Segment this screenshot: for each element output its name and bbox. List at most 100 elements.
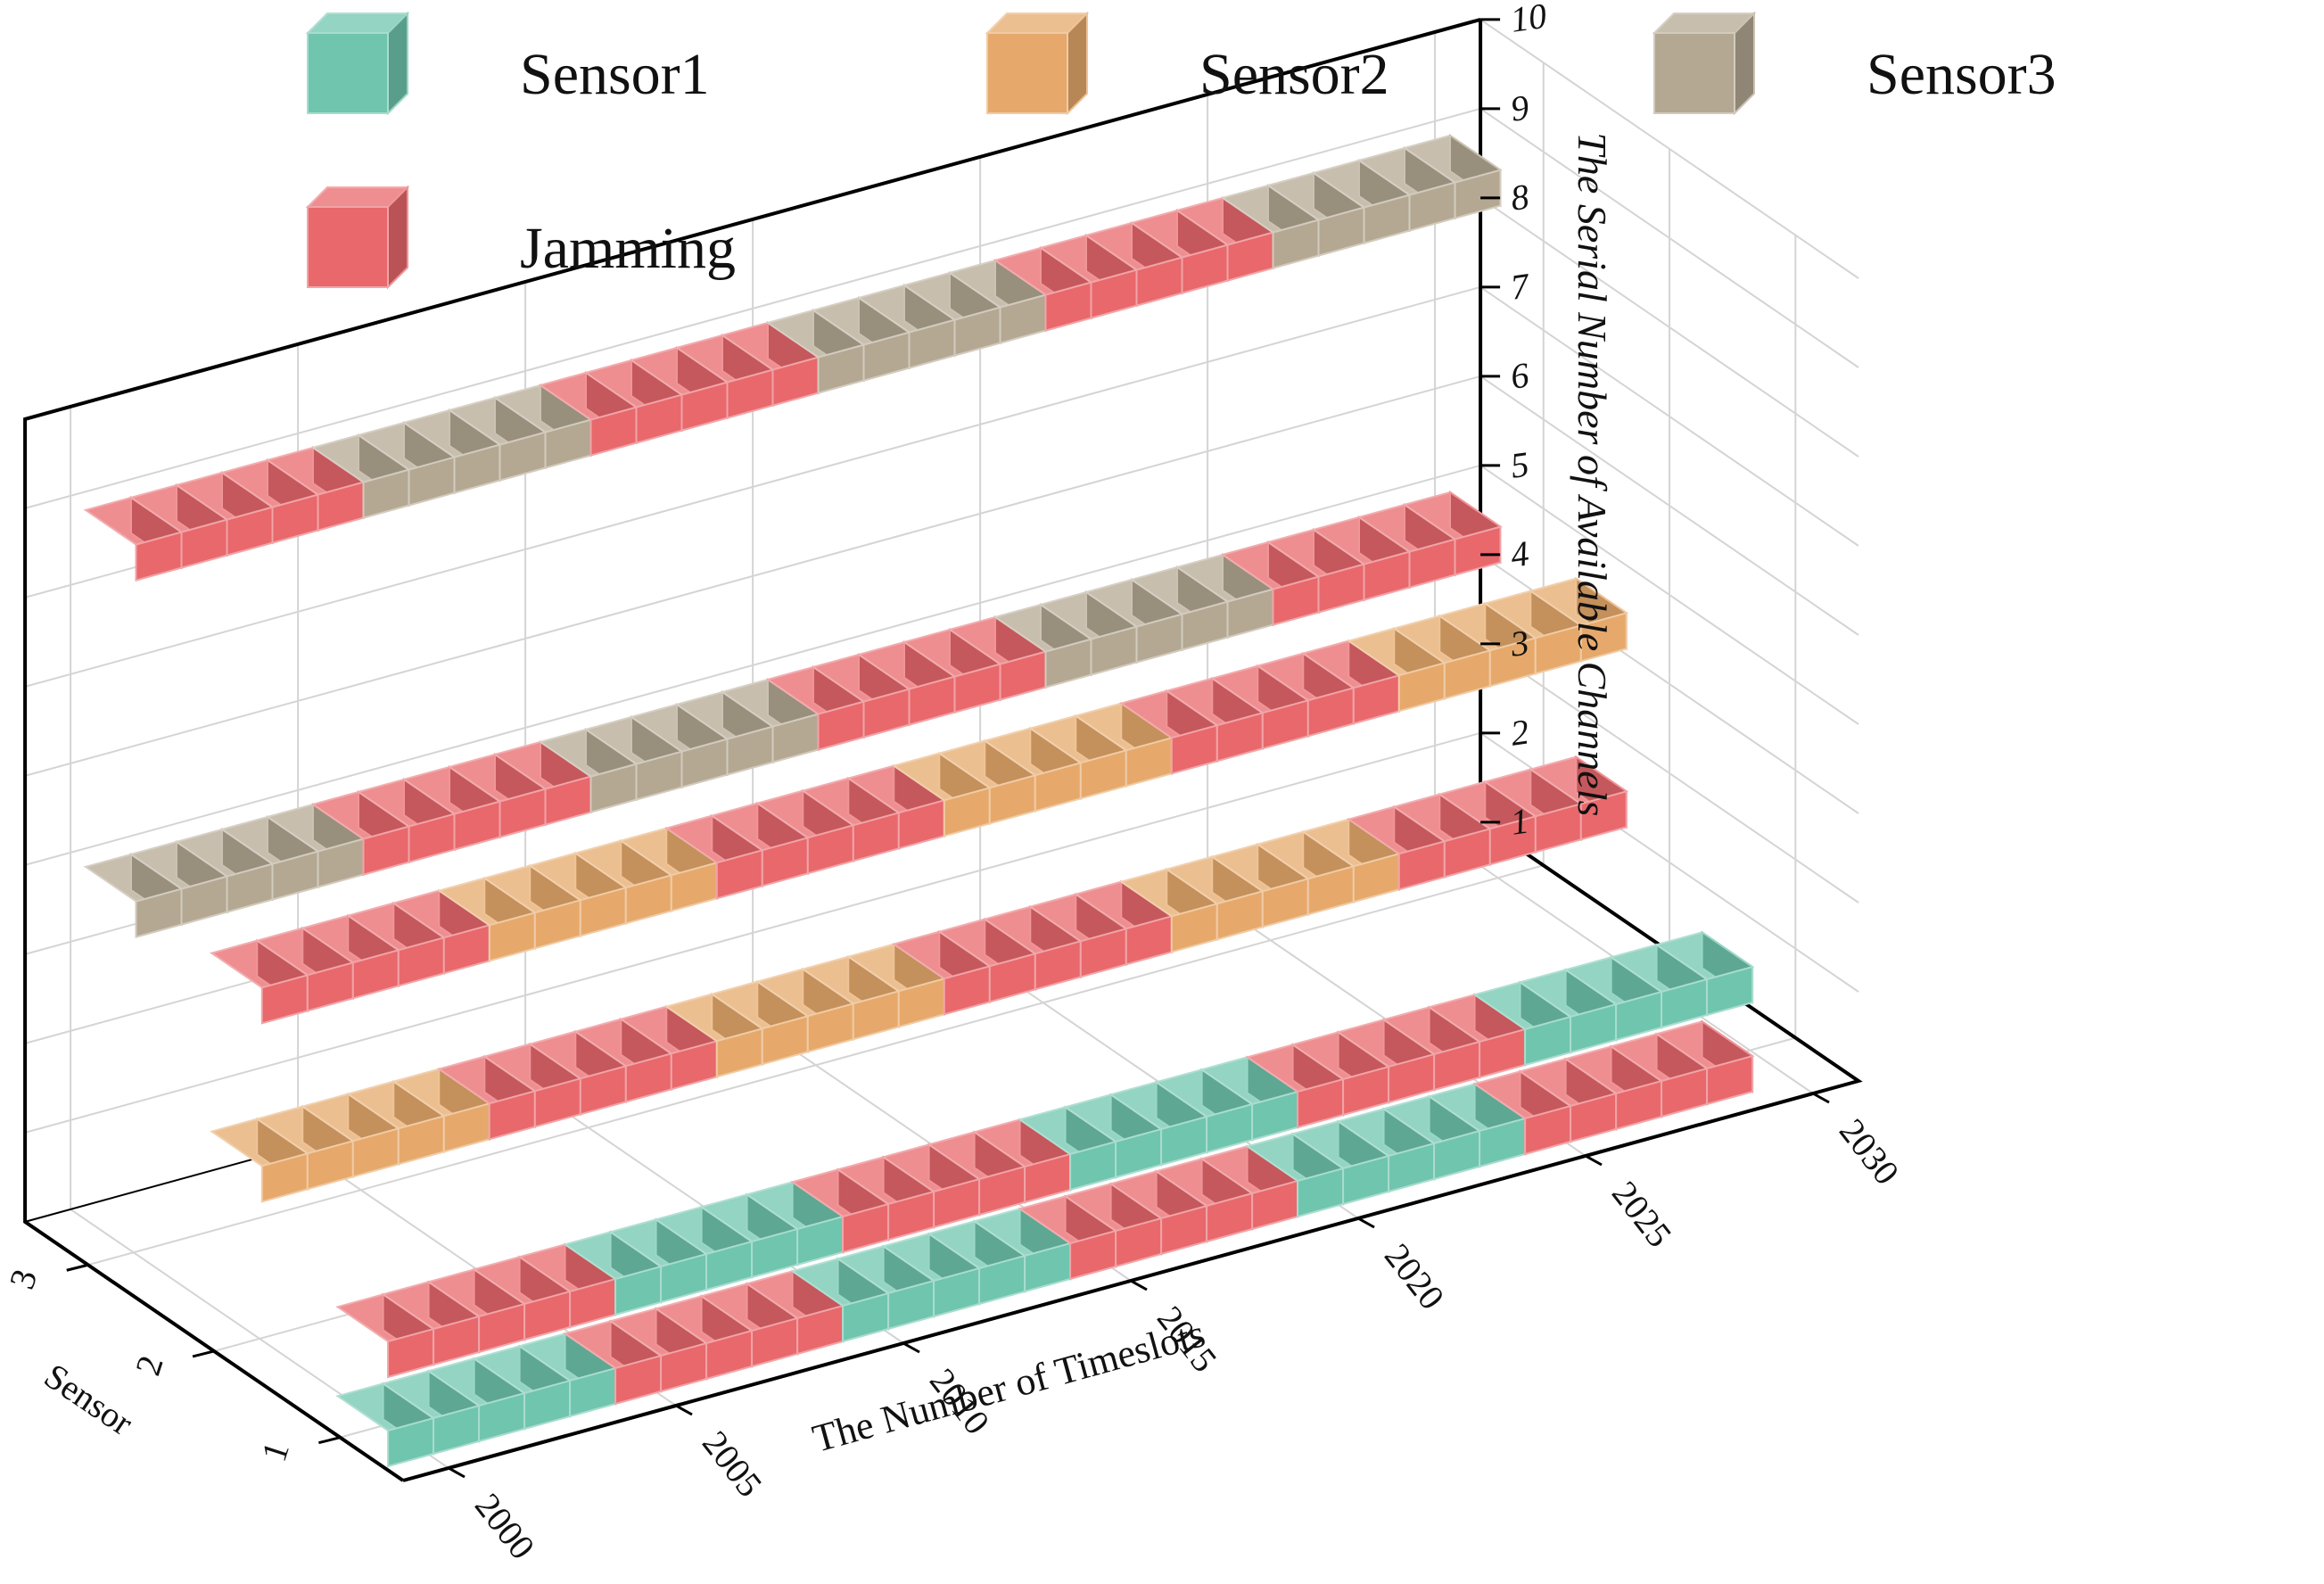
x-tick-mark [675,1404,693,1416]
cube-jamming [618,1004,720,1091]
x-tick-label: 2020 [1377,1236,1453,1317]
cube-sensor2 [982,726,1084,813]
legend-label: Sensor3 [1867,42,2056,107]
cube-sensor1 [563,1230,663,1316]
cube-jamming [1437,780,1538,866]
legend-item-sensor3: Sensor3 [1652,11,2056,116]
cube-sensor3 [947,259,1048,344]
cube-jamming [563,1319,663,1406]
cube-sensor1 [790,1257,891,1343]
cube-jamming [811,653,911,738]
cube-sensor2 [936,738,1038,825]
cube-sensor2 [436,876,538,962]
cube-front [1706,965,1754,1017]
cube-sensor3 [447,396,548,482]
cube-sensor2 [1391,614,1493,700]
legend-label: Sensor2 [1199,42,1389,107]
z-tick-label: 2 [1508,711,1531,753]
bars [83,134,1755,1468]
z-tick-label: 6 [1508,354,1531,396]
cube-sensor3 [1356,146,1457,232]
cube-jamming [754,788,856,875]
z-tick-label: 7 [1508,265,1533,308]
cube-sensor1 [1108,1080,1209,1167]
cube-jamming [836,1155,936,1242]
y-tick-label: 2 [128,1350,171,1380]
cube-jamming [845,763,947,850]
cube-sensor2 [754,967,856,1053]
cube-sensor1 [1290,1119,1391,1206]
cube-front [1454,169,1502,219]
cube-sensor1 [1654,930,1755,1017]
cube-jamming [128,483,229,569]
cube-jamming [891,929,993,1016]
cube-jamming [1063,1182,1164,1268]
cube-jamming [356,778,457,863]
cube-sensor1 [517,1332,618,1418]
cube-sensor1 [1563,955,1664,1042]
cube-jamming [345,901,447,987]
cube-sensor1 [1518,968,1619,1054]
cube-jamming [790,1167,891,1254]
cube-jamming [1528,755,1629,841]
cube-sensor2 [1437,601,1538,688]
cube-jamming [219,458,320,544]
x-tick-label: 2005 [695,1423,771,1505]
x-tick-mark [902,1341,920,1354]
cube-jamming [1311,516,1412,601]
legend-item-sensor1: Sensor1 [305,11,710,116]
cube-jamming [1518,1057,1619,1143]
cube-sensor3 [1402,134,1503,219]
z-tick-label: 8 [1508,176,1531,218]
cube-jamming [1118,689,1220,775]
legend-label: Sensor1 [520,42,710,107]
cube-jamming [482,1042,583,1128]
x-tick-mark [448,1466,466,1479]
x-tick-mark [1812,1092,1830,1104]
cube-sensor3 [356,421,457,507]
cube-jamming [608,1307,709,1393]
cube-jamming [927,1130,1027,1217]
cube-sensor1 [927,1219,1027,1306]
cube-jamming [447,753,548,838]
x-tick-mark [1585,1154,1603,1167]
cube-sensor3 [856,284,957,369]
x-tick-mark [1130,1279,1148,1291]
x-tick-label: 2000 [467,1486,543,1567]
cube-sensor1 [1609,943,1710,1029]
cube-jamming [1654,1019,1755,1106]
cube-front [1454,525,1502,576]
cube-sensor2 [1164,854,1265,941]
cube-sensor1 [381,1369,482,1456]
cube-jamming [1073,879,1174,966]
cube-sensor2 [891,751,993,837]
cube-sensor1 [881,1232,982,1318]
cube-jamming [538,371,639,457]
cube-jamming [391,888,492,975]
cube-sensor3 [1084,578,1184,664]
cube-sensor2 [1118,867,1220,953]
legend: Sensor1 Sensor2 Sensor3 Jamming [305,11,2056,290]
cube-jamming [856,640,957,726]
cube-front [1579,611,1628,663]
y-tick-label: 3 [1,1265,45,1294]
z-tick-label: 4 [1508,532,1531,574]
z-tick-label: 5 [1508,443,1531,485]
cube-sensor2 [209,1117,310,1203]
cube-sensor1 [745,1180,845,1266]
legend-item-jamming: Jamming [305,185,736,290]
legend-item-sensor2: Sensor2 [985,11,1389,116]
y-tick-mark [192,1349,215,1358]
cube-sensor3 [629,703,729,788]
cube-sensor2 [1482,589,1584,675]
cube-sensor1 [1018,1105,1118,1192]
legend-swatch [1653,32,1735,114]
legend-label: Jamming [520,216,736,281]
cube-sensor3 [1265,171,1366,257]
cube-sensor3 [310,433,411,519]
z-tick-label: 10 [1508,0,1549,40]
y-tick-label: 1 [253,1437,297,1466]
y-axis: 1 2 3 Sensor [1,1263,341,1466]
